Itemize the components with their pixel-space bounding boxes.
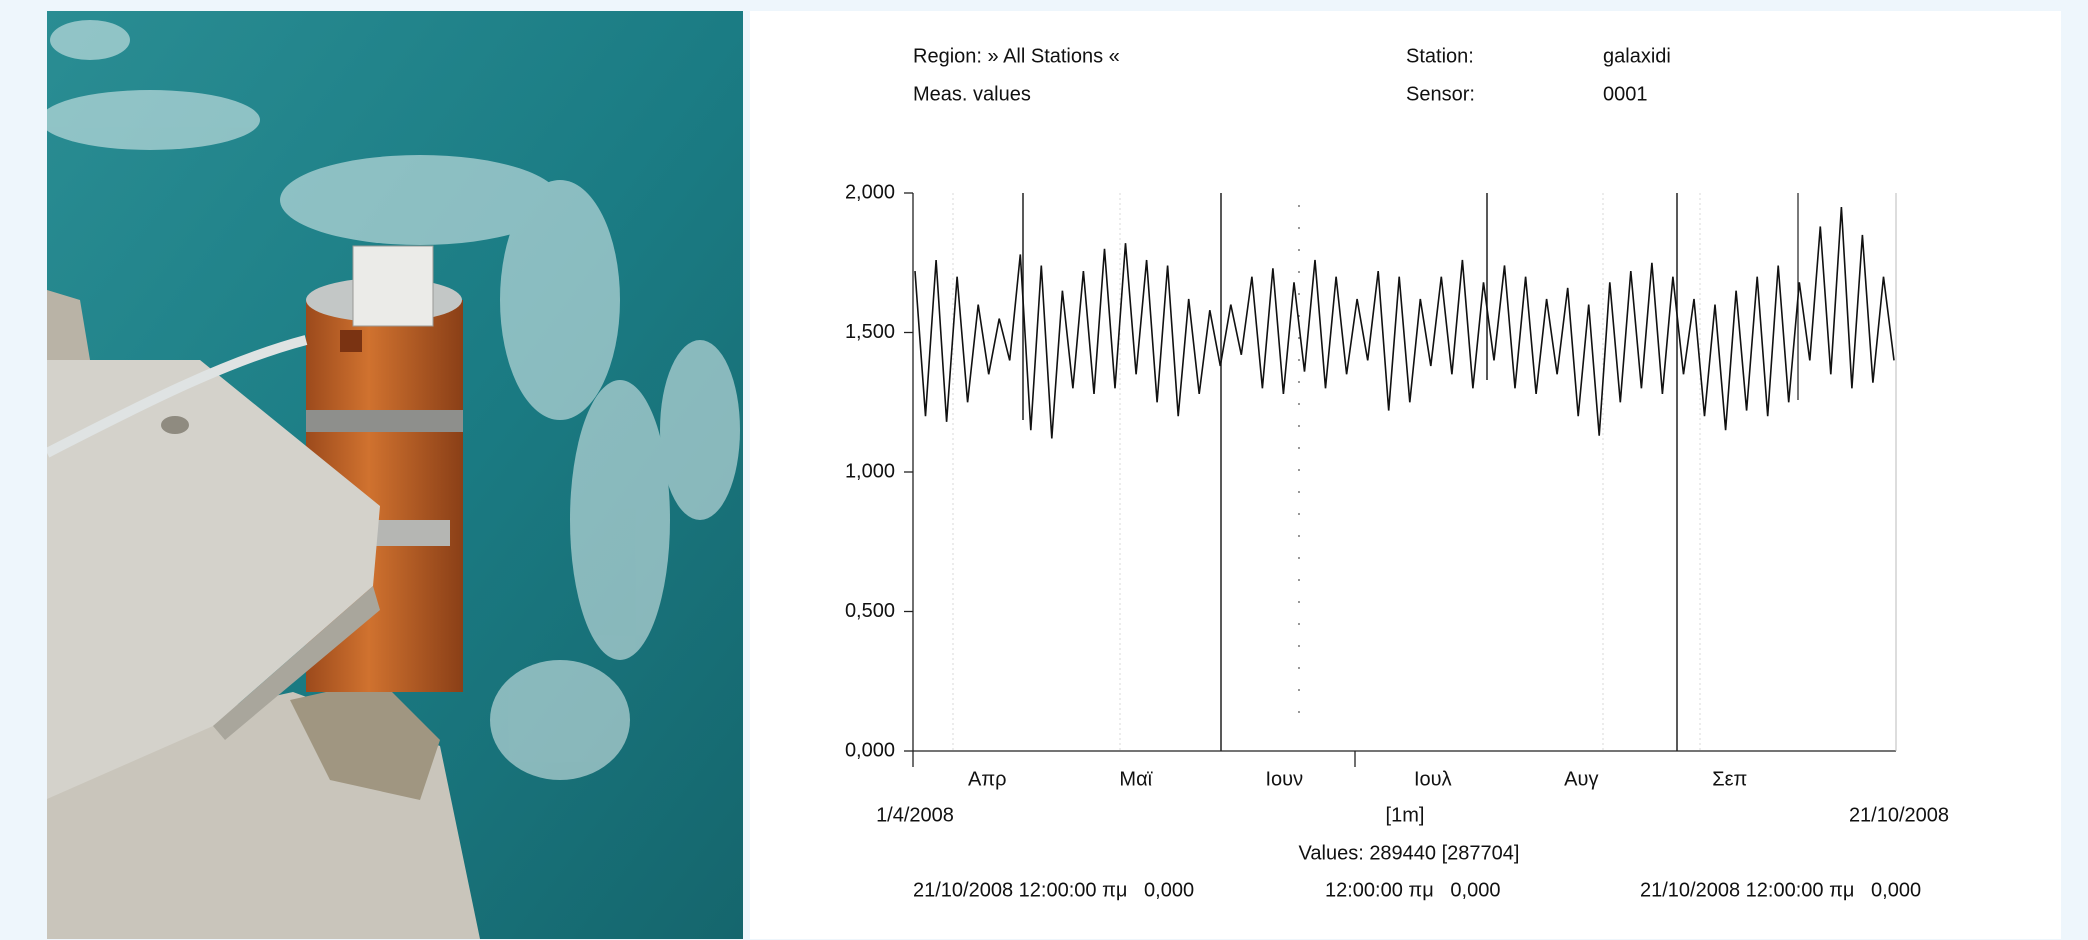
x-tick-label: Ιουν [1265, 768, 1303, 790]
y-tick-label: 2,000 [845, 181, 895, 203]
y-tick-label: 1,500 [845, 321, 895, 343]
x-tick-label: Μαϊ [1119, 768, 1152, 790]
values-count: Values: 289440 [287704] [1299, 842, 1520, 864]
chart-panel [750, 11, 2061, 939]
station: galaxidi [1603, 45, 1671, 67]
x-tick-label: Σεπ [1712, 768, 1747, 790]
station-label: Station: [1406, 45, 1474, 67]
x-tick-label: Ιουλ [1414, 768, 1452, 790]
y-tick-label: 1,000 [845, 460, 895, 482]
sensor: 0001 [1603, 83, 1648, 105]
x-tick-label: Αυγ [1564, 768, 1598, 790]
photo [47, 11, 743, 939]
sensor-label: Sensor: [1406, 83, 1475, 105]
footer-left: 21/10/2008 12:00:00 πμ 0,000 [913, 879, 1194, 901]
start-date: 1/4/2008 [876, 804, 954, 826]
footer-middle: 12:00:00 πμ 0,000 [1325, 879, 1500, 901]
data-line [914, 206, 1895, 439]
y-tick-label: 0,500 [845, 600, 895, 622]
measure: Meas. values [913, 83, 1031, 105]
y-tick-label: 0,000 [845, 739, 895, 761]
region: Region: » All Stations « [913, 45, 1120, 67]
x-axis-label: [1m] [1386, 804, 1425, 826]
x-tick-label: Απρ [968, 768, 1007, 790]
footer-right: 21/10/2008 12:00:00 πμ 0,000 [1640, 879, 1921, 901]
end-date: 21/10/2008 [1849, 804, 1949, 826]
